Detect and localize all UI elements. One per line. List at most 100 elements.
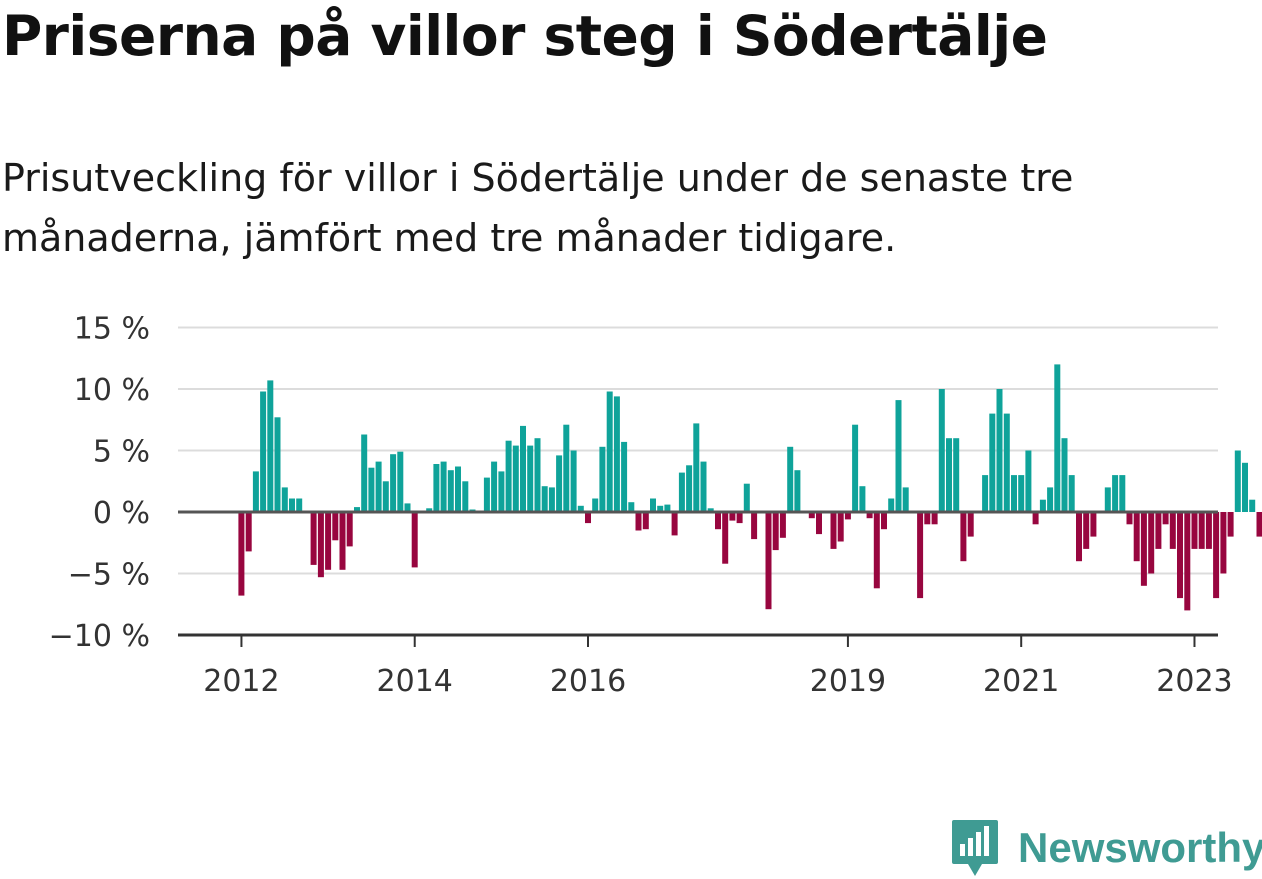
bar-positive [462, 481, 469, 513]
bar-negative [881, 512, 887, 530]
bar-positive [289, 498, 295, 512]
bar-positive [267, 380, 274, 512]
bar-negative [1177, 512, 1183, 599]
bar-positive [1003, 413, 1010, 512]
bar-negative [642, 512, 649, 530]
bar-positive [657, 505, 664, 512]
bar-positive [440, 461, 447, 512]
bar-positive [621, 441, 628, 512]
y-tick-label: −10 % [49, 619, 150, 654]
bar-positive [252, 471, 259, 512]
bar-positive [512, 445, 519, 512]
bar-negative [1126, 512, 1133, 525]
bar-positive [1242, 462, 1248, 512]
bar-positive [1047, 487, 1054, 512]
bar-negative [729, 512, 736, 521]
bar-positive [1061, 438, 1068, 512]
bar-positive [1039, 499, 1046, 512]
y-tick-label: 10 % [74, 373, 150, 408]
bar-positive [982, 475, 989, 512]
bar-negative [1205, 512, 1212, 549]
bar-positive [455, 466, 461, 512]
bar-positive [1104, 487, 1111, 512]
bar-negative [1162, 512, 1169, 525]
bar-positive [447, 470, 454, 512]
bar-negative [411, 512, 418, 568]
bar-positive [678, 472, 685, 512]
bar-positive [1018, 475, 1025, 512]
bar-negative [1032, 512, 1039, 525]
bar-negative [1133, 512, 1140, 562]
bar-chart: −10 % −5 % 0 % 5 % 10 % 15 % 2012 2014 2016 2019 2… [49, 312, 1262, 699]
bar-negative [310, 512, 317, 565]
bar-negative [1184, 512, 1191, 611]
bar-positive [505, 440, 512, 512]
bar-negative [585, 512, 591, 524]
bar-positive [382, 481, 389, 513]
bar-negative [238, 512, 245, 596]
chart-title: Priserna på villor steg i Södertälje [2, 4, 1048, 68]
chart-subtitle: Prisutveckling för villor i Södertälje u… [2, 156, 1074, 260]
bar-positive [606, 391, 613, 512]
bar-positive [433, 464, 440, 512]
x-tick-label: 2016 [550, 664, 626, 699]
bar-positive [650, 498, 656, 512]
bar-negative [1227, 512, 1234, 537]
bar-negative [917, 512, 924, 599]
bar-positive [613, 396, 620, 512]
bar-negative [1090, 512, 1097, 537]
bar-positive [390, 454, 397, 512]
bar-positive [628, 502, 635, 512]
y-tick-label: −5 % [68, 558, 150, 593]
bar-positive [693, 423, 700, 512]
bar-negative [1256, 512, 1262, 537]
bar-positive [296, 498, 303, 512]
bar-positive [534, 438, 541, 512]
bar-positive [996, 389, 1003, 512]
bar-positive [1011, 475, 1017, 512]
bar-positive [541, 486, 548, 512]
y-tick-label: 15 % [74, 312, 150, 347]
bar-negative [245, 512, 252, 552]
bar-positive [946, 438, 952, 512]
bar-negative [1169, 512, 1176, 549]
bar-negative [1191, 512, 1198, 549]
x-tick-label: 2014 [377, 664, 453, 699]
bar-positive [1054, 364, 1061, 512]
bar-negative [1220, 512, 1227, 574]
bar-positive [787, 446, 794, 512]
bar-positive [375, 461, 382, 512]
bar-positive [902, 487, 909, 512]
bar-positive [260, 391, 267, 512]
y-tick-label: 0 % [93, 496, 150, 531]
bar-positive [361, 434, 368, 512]
brand-name: Newsworthy [1018, 824, 1262, 871]
newsworthy-logo: Newsworthy [950, 818, 1262, 878]
bar-negative [1155, 512, 1162, 549]
bar-negative [830, 512, 837, 549]
bar-negative [751, 512, 758, 540]
bar-positive [1025, 450, 1032, 512]
bar-positive [548, 487, 555, 512]
bar-negative [1083, 512, 1090, 549]
bar-positive [1112, 475, 1119, 512]
bar-negative [765, 512, 772, 610]
bar-positive [1249, 499, 1256, 512]
bar-positive [743, 483, 750, 512]
bar-negative [736, 512, 743, 524]
bar-negative [816, 512, 822, 535]
bar-positive [859, 486, 866, 512]
bar-positive [686, 465, 693, 512]
bar-positive [354, 507, 360, 512]
x-tick-label: 2021 [983, 664, 1059, 699]
bar-negative [715, 512, 721, 530]
bar-positive [592, 498, 599, 512]
x-tick-label: 2023 [1156, 664, 1232, 699]
bar-negative [924, 512, 931, 525]
bar-positive [664, 504, 671, 512]
bar-negative [967, 512, 974, 537]
bar-negative [325, 512, 332, 570]
bar-negative [1198, 512, 1205, 549]
bar-negative [1076, 512, 1082, 562]
bar-positive [563, 424, 570, 512]
